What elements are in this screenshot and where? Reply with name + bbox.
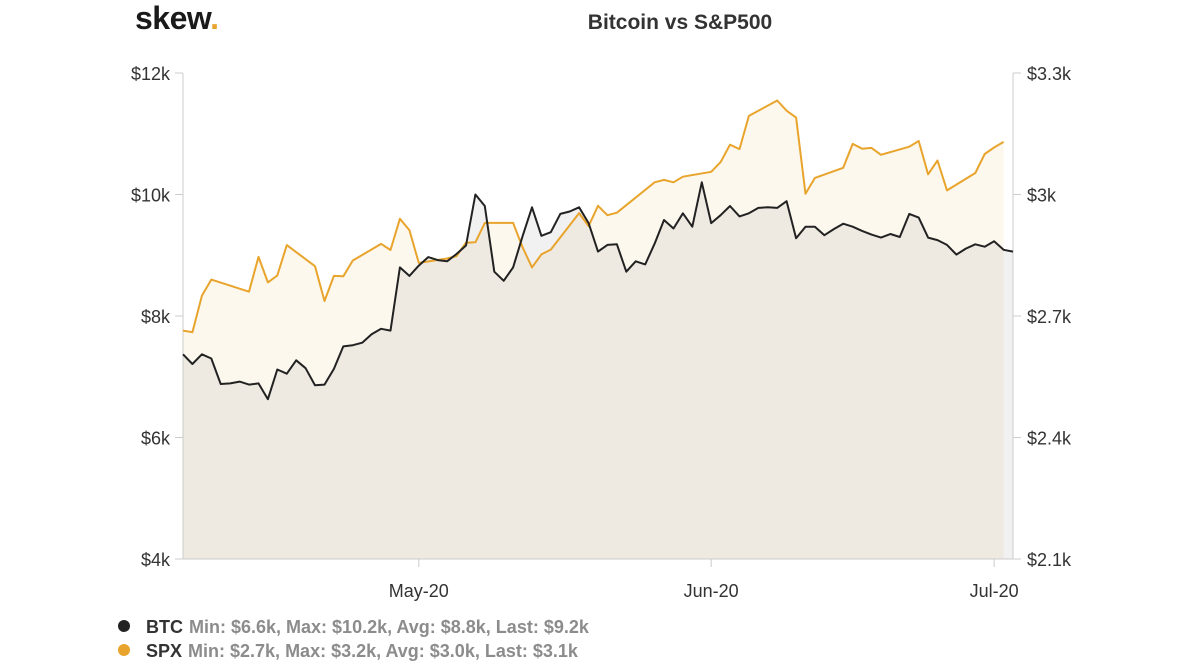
left-tick-label: $6k: [141, 429, 171, 449]
right-tick-label: $2.4k: [1027, 429, 1072, 449]
left-tick-label: $12k: [131, 64, 171, 84]
x-tick-label: May-20: [389, 581, 449, 601]
logo-dot: .: [210, 0, 219, 36]
x-tick-label: Jul-20: [970, 581, 1019, 601]
chart-title: Bitcoin vs S&P500: [587, 11, 773, 34]
legend-marker-spx: [118, 644, 130, 656]
legend-name-btc: BTC: [146, 617, 183, 637]
right-tick-label: $2.1k: [1027, 550, 1072, 570]
legend-marker-btc: [118, 620, 130, 632]
line-spx: [182, 99, 1005, 334]
left-tick-label: $10k: [131, 186, 171, 206]
area-btc: [183, 182, 1013, 560]
area-spx: [183, 100, 1004, 559]
left-tick-label: $8k: [141, 307, 171, 327]
right-tick-label: $3.3k: [1027, 64, 1072, 84]
x-tick-label: Jun-20: [684, 581, 739, 601]
right-tick-label: $2.7k: [1027, 307, 1072, 327]
left-tick-label: $4k: [141, 550, 171, 570]
legend-item-spx[interactable]: SPX Min: $2.7k, Max: $3.2k, Avg: $3.0k, L…: [118, 641, 578, 662]
legend-stats-spx: Min: $2.7k, Max: $3.2k, Avg: $3.0k, Last…: [188, 641, 578, 661]
line-btc: [182, 181, 1014, 401]
legend-item-btc[interactable]: BTC Min: $6.6k, Max: $10.2k, Avg: $8.8k, …: [118, 617, 589, 638]
right-tick-label: $3k: [1027, 186, 1057, 206]
legend-name-spx: SPX: [146, 641, 183, 661]
legend-stats-btc: Min: $6.6k, Max: $10.2k, Avg: $8.8k, Las…: [189, 617, 589, 637]
logo-text: skew: [135, 0, 211, 36]
skew-logo: skew.: [135, 0, 219, 37]
